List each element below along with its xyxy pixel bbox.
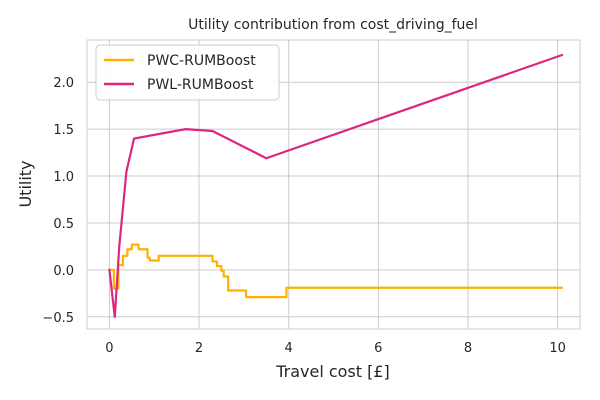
x-tick-label: 2 [195, 341, 203, 356]
y-tick-label: 0.0 [53, 264, 74, 279]
x-tick-label: 0 [105, 341, 113, 356]
series-layer [108, 53, 564, 318]
x-tick-label: 4 [285, 341, 293, 356]
x-tick-label: 6 [374, 341, 382, 356]
x-tick-label: 8 [464, 341, 472, 356]
x-tick-label: 10 [549, 341, 566, 356]
plot-frame [86, 39, 581, 330]
y-tick-label: 1.0 [53, 170, 74, 185]
series-line-pwl [108, 53, 564, 318]
chart-title: Utility contribution from cost_driving_f… [188, 17, 478, 33]
legend: PWC-RUMBoost PWL-RUMBoost [95, 44, 280, 101]
legend-box [95, 44, 280, 101]
x-axis-label: Travel cost [£] [275, 362, 390, 381]
axes-frame [86, 39, 581, 330]
legend-label-pwl: PWL-RUMBoost [147, 77, 254, 93]
legend-label-pwc: PWC-RUMBoost [147, 53, 256, 69]
y-tick-label: −0.5 [42, 311, 74, 326]
y-tick-label: 2.0 [53, 76, 74, 91]
x-tick-labels: 0 2 4 6 8 10 [105, 341, 566, 356]
y-tick-label: 1.5 [53, 123, 74, 138]
grid [87, 40, 580, 329]
series-line-pwc [108, 243, 564, 299]
y-axis-label: Utility [16, 160, 35, 207]
y-tick-labels: −0.5 0.0 0.5 1.0 1.5 2.0 [42, 76, 74, 326]
y-tick-label: 0.5 [53, 217, 74, 232]
